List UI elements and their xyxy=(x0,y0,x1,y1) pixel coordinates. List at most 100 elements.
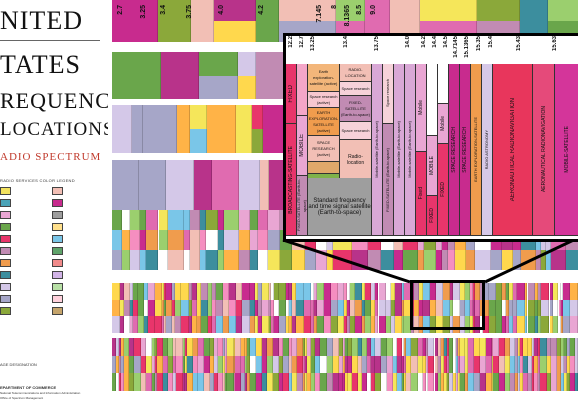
allocation-segment xyxy=(218,338,223,356)
allocation-segment xyxy=(417,373,423,391)
allocation-segment xyxy=(163,283,167,300)
allocation-segment xyxy=(423,338,427,356)
zoom-band-column: AERONAUTICAL RADIONAVIGATION xyxy=(493,36,533,239)
allocation-segment xyxy=(112,160,139,210)
allocation-segment xyxy=(460,355,466,374)
allocation-segment xyxy=(279,0,337,21)
allocation-segment xyxy=(256,0,280,42)
allocation-segment xyxy=(440,373,444,391)
allocation-segment xyxy=(250,283,255,300)
allocation-segment xyxy=(143,105,178,153)
allocation-segment xyxy=(128,338,135,356)
allocation-segment xyxy=(413,299,420,317)
allocation-segment xyxy=(523,373,529,391)
allocation-segment xyxy=(385,283,392,300)
legend-title: RADIO SERVICES COLOR LEGEND xyxy=(0,178,75,183)
zoom-allocation-cell: Mobile xyxy=(416,64,427,152)
zoom-band-column: MOBILE FIXED xyxy=(427,36,438,239)
zoom-band-column: Mobile Fixed xyxy=(416,36,427,239)
allocation-segment xyxy=(162,355,168,374)
allocation-segment xyxy=(518,338,521,356)
legend-swatch-color xyxy=(52,271,63,279)
allocation-segment xyxy=(236,105,253,153)
allocation-segment xyxy=(112,316,120,333)
allocation-segment xyxy=(197,316,201,333)
allocation-segment xyxy=(509,373,515,391)
allocation-segment xyxy=(313,283,318,300)
zoom-allocation-cell: FIXED-SATELLITE (Earth-to-space) xyxy=(383,124,394,236)
allocation-segment xyxy=(242,299,251,317)
allocation-segment xyxy=(460,316,466,333)
allocation-segment xyxy=(115,373,119,391)
allocation-segment xyxy=(296,299,305,317)
allocation-segment xyxy=(227,355,234,374)
allocation-segment xyxy=(305,373,308,391)
allocation-segment xyxy=(268,316,272,333)
allocation-segment xyxy=(132,316,138,333)
allocation-segment xyxy=(139,210,146,230)
allocation-segment xyxy=(465,373,468,391)
zoom-detail-content: 12.2 12.7 13.25 13.4 13.75 14.0 14.2 14.4 14.5 14… xyxy=(286,36,578,239)
allocation-segment xyxy=(488,283,496,300)
legend-swatch xyxy=(0,234,50,246)
allocation-segment xyxy=(367,355,372,374)
allocation-segment xyxy=(483,299,489,317)
zoom-band-column: Standard frequency and time signal satel… xyxy=(308,36,372,239)
allocation-segment xyxy=(218,355,223,374)
allocation-segment xyxy=(393,338,397,356)
allocation-segment xyxy=(406,338,412,356)
allocation-segment xyxy=(141,355,147,374)
allocation-segment xyxy=(327,250,334,270)
allocation-segment xyxy=(214,0,257,21)
zoom-cell-label: AERONAUTICAL RADIONAVIGATION xyxy=(540,106,547,193)
allocation-segment xyxy=(483,316,489,333)
allocation-segment xyxy=(307,355,311,374)
allocation-segment xyxy=(302,373,306,391)
zoom-allocation-cell: Standard frequency and time signal satel… xyxy=(308,178,372,236)
allocation-segment xyxy=(535,250,541,270)
allocation-segment xyxy=(271,316,274,333)
allocation-segment xyxy=(447,338,450,356)
allocation-segment xyxy=(167,250,184,270)
allocation-segment xyxy=(417,250,424,270)
allocation-segment xyxy=(235,355,242,374)
allocation-segment xyxy=(458,373,461,391)
allocation-segment xyxy=(208,283,213,300)
allocation-segment xyxy=(235,316,243,333)
allocation-segment xyxy=(197,283,201,300)
allocation-segment xyxy=(193,160,212,210)
allocation-segment xyxy=(443,316,451,333)
allocation-segment xyxy=(534,355,539,374)
allocation-segment xyxy=(435,283,444,300)
allocation-segment xyxy=(205,250,219,270)
allocation-segment xyxy=(115,355,119,374)
allocation-segment xyxy=(417,338,423,356)
allocation-segment xyxy=(249,373,256,391)
allocation-segment xyxy=(315,373,320,391)
zoom-cell-label: FIXED-SATELLITE (Earth-to-space) xyxy=(297,179,307,232)
allocation-segment xyxy=(184,355,187,374)
allocation-segment xyxy=(267,355,273,374)
allocation-segment xyxy=(166,283,172,300)
zoom-cell-label: Radio-location xyxy=(346,153,365,166)
allocation-segment xyxy=(154,299,162,317)
allocation-segment xyxy=(319,355,327,374)
allocation-segment xyxy=(371,338,376,356)
allocation-segment xyxy=(268,230,281,250)
allocation-segment xyxy=(413,283,420,300)
allocation-segment xyxy=(250,250,259,270)
allocation-segment xyxy=(546,373,551,391)
allocation-segment xyxy=(538,283,542,300)
allocation-segment xyxy=(381,338,388,356)
allocation-segment xyxy=(157,355,163,374)
allocation-segment xyxy=(162,373,168,391)
allocation-segment xyxy=(447,355,450,374)
legend-swatch xyxy=(0,198,50,210)
allocation-segment xyxy=(258,283,263,300)
allocation-segment xyxy=(393,373,397,391)
allocation-segment xyxy=(501,283,507,300)
allocation-segment xyxy=(134,338,142,356)
allocation-segment xyxy=(480,316,484,333)
allocation-segment xyxy=(134,355,142,374)
allocation-segment xyxy=(304,316,311,333)
